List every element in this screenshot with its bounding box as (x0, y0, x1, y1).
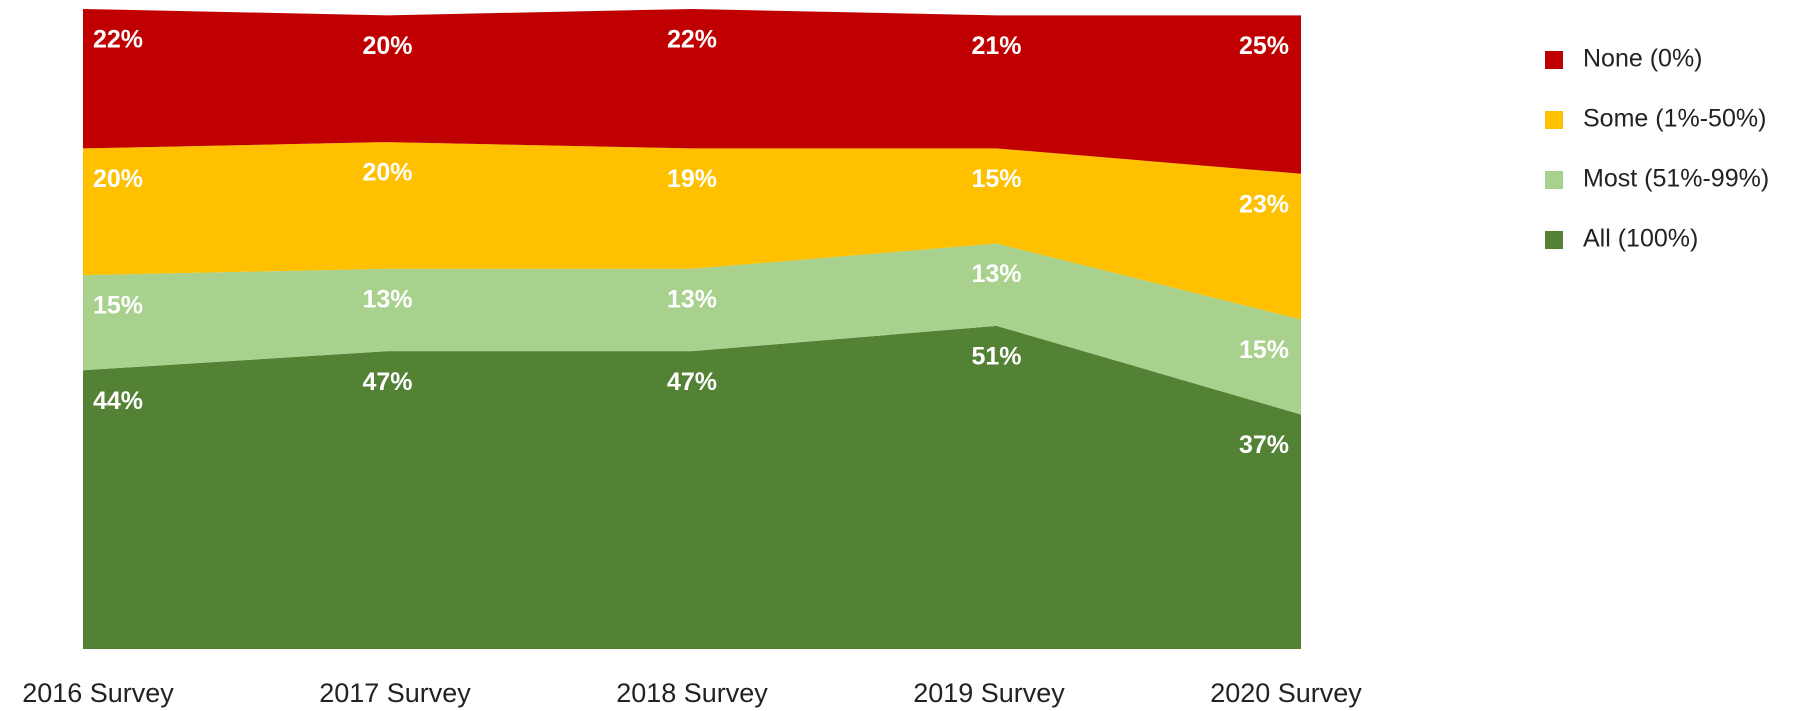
data-label: 15% (93, 292, 143, 320)
data-label: 22% (93, 26, 143, 54)
area (83, 243, 1301, 415)
data-label: 20% (362, 32, 412, 60)
data-label: 37% (1239, 431, 1289, 459)
legend-label: All (100%) (1583, 225, 1698, 253)
data-label: 22% (667, 26, 717, 54)
data-label: 20% (362, 159, 412, 187)
legend: None (0%) Some (1%-50%) Most (51%-99%) All … (1545, 45, 1769, 253)
area (83, 9, 1301, 174)
legend-label: None (0%) (1583, 45, 1703, 73)
data-label: 23% (1239, 190, 1289, 218)
data-label: 25% (1239, 32, 1289, 60)
data-label: 15% (971, 165, 1021, 193)
plot-area (83, 9, 1301, 649)
data-label: 20% (93, 165, 143, 193)
area (83, 142, 1301, 320)
data-label: 19% (667, 165, 717, 193)
data-labels: 22% 20% 22% 21% 25% 20% 20% 19% 15% 23% 15% 13% 13% 1… (93, 26, 1289, 460)
data-label: 13% (971, 260, 1021, 288)
legend-swatch (1545, 51, 1563, 69)
data-label: 21% (971, 32, 1021, 60)
x-tick-label: 2020 Survey (1210, 678, 1362, 708)
data-label: 44% (93, 387, 143, 415)
legend-swatch (1545, 111, 1563, 129)
legend-swatch (1545, 171, 1563, 189)
data-label: 47% (362, 368, 412, 396)
data-label: 51% (971, 342, 1021, 370)
x-tick-label: 2018 Survey (616, 678, 768, 708)
legend-swatch (1545, 231, 1563, 249)
x-tick-label: 2019 Survey (913, 678, 1065, 708)
data-label: 13% (667, 285, 717, 313)
legend-label: Some (1%-50%) (1583, 105, 1766, 133)
data-label: 47% (667, 368, 717, 396)
data-label: 15% (1239, 336, 1289, 364)
legend-label: Most (51%-99%) (1583, 165, 1769, 193)
area (83, 325, 1301, 649)
x-tick-label: 2016 Survey (22, 678, 174, 708)
x-tick-label: 2017 Survey (319, 678, 471, 708)
data-label: 13% (362, 285, 412, 313)
